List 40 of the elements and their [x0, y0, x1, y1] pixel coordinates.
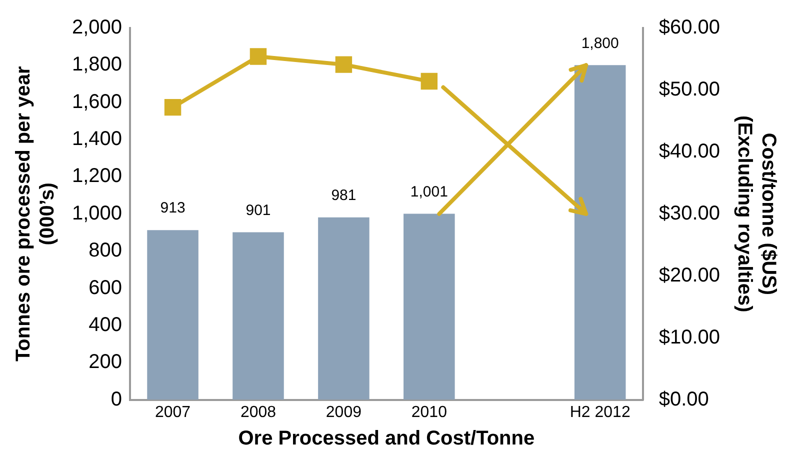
- bar: [318, 217, 370, 400]
- y-tick-label: 600: [88, 276, 122, 299]
- data-label: 1,001: [410, 183, 448, 200]
- y-tick-label: 1,200: [72, 165, 122, 188]
- x-tick-label: 2008: [240, 404, 276, 421]
- bar: [147, 230, 198, 400]
- y-axis-title: Tonnes ore processed per year (000’s): [12, 66, 59, 362]
- y2-tick-label: $60.00: [658, 16, 720, 39]
- y2-tick-label: $50.00: [658, 78, 720, 100]
- data-label: 981: [331, 187, 356, 204]
- x-tick-label: 2009: [326, 404, 362, 421]
- bar: [404, 214, 455, 400]
- y-tick-label: 200: [88, 351, 122, 374]
- y-tick-label: 400: [88, 314, 122, 336]
- data-label: 901: [246, 202, 271, 219]
- y2-tick-label: $30.00: [658, 202, 720, 224]
- point: [250, 48, 267, 65]
- y2-tick-label: $0.00: [658, 388, 709, 410]
- data-label: 913: [160, 200, 186, 217]
- y-tick-label: 0: [110, 388, 122, 410]
- y2-axis-title: Cost/tonne ($US) (Excluding royalties): [733, 116, 780, 312]
- point: [335, 56, 352, 73]
- bar: [232, 232, 284, 400]
- x-tick-label: 2007: [154, 404, 191, 421]
- x-tick-label: 2010: [411, 404, 448, 421]
- x-axis-title: Ore Processed and Cost/Tonne: [238, 428, 535, 450]
- y-tick-label: 800: [88, 240, 122, 262]
- y-tick-label: 1,400: [72, 128, 122, 150]
- y-tick-label: 1,800: [72, 54, 122, 76]
- bar: [574, 65, 626, 400]
- point: [420, 72, 438, 90]
- point: [164, 98, 182, 116]
- y2-tick-label: $40.00: [658, 140, 720, 162]
- y-tick-label: 2,000: [72, 16, 122, 39]
- y-tick-label: 1,000: [72, 202, 122, 224]
- y-tick-label: 1,600: [72, 90, 122, 113]
- data-label: 1,800: [581, 34, 619, 52]
- x-tick-label: H2 2012: [570, 404, 630, 421]
- y2-tick-label: $20.00: [658, 264, 720, 286]
- y2-tick-label: $10.00: [658, 326, 720, 348]
